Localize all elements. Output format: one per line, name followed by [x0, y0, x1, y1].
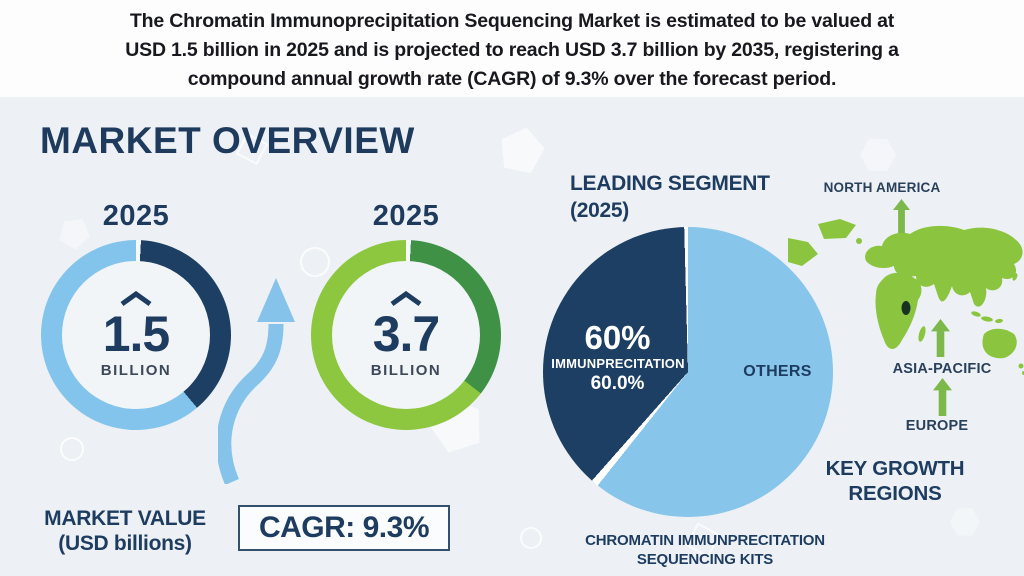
decor-circle-icon: [60, 437, 84, 461]
pie-slice2-label: OTHERS: [743, 363, 812, 380]
donut-left-year: 2025: [102, 200, 170, 232]
world-map: [788, 219, 1024, 375]
cagr-value: CAGR: 9.3%: [258, 511, 430, 544]
headline: The Chromatin Immunoprecipitation Sequen…: [0, 0, 1024, 97]
donut-chart-left: 1.5 BILLION: [41, 240, 231, 430]
decor-hexagon-icon: [950, 508, 980, 536]
donut-chart-right: 3.7 BILLION: [311, 240, 501, 430]
map-marker: [901, 301, 911, 315]
key-growth-line2: REGIONS: [848, 482, 942, 505]
donut-left-unit: BILLION: [100, 362, 172, 379]
leading-segment-title: LEADING SEGMENT: [570, 172, 770, 195]
donut-right-center: 3.7 BILLION: [332, 261, 480, 409]
region-label-north-america: NORTH AMERICA: [823, 180, 941, 195]
leading-segment-subtitle: (2025): [570, 199, 629, 222]
chevron-up-icon: [390, 291, 422, 307]
pie-caption-line2: SEQUENCING KITS: [636, 551, 774, 568]
donut-right-year: 2025: [372, 200, 440, 232]
decor-circle-icon: [520, 527, 542, 549]
pie-slice1-percent: 60%: [584, 319, 651, 356]
infographic-body: MARKET OVERVIEW 2025 1.5 BILLION 2025: [0, 97, 1024, 576]
page-title: MARKET OVERVIEW: [40, 120, 415, 161]
pie-caption: CHROMATIN IMMUNPRECITATION SEQUENCING KI…: [560, 531, 850, 569]
up-arrow-icon: [931, 319, 950, 357]
chevron-up-icon: [120, 291, 152, 307]
leading-segment-heading: LEADING SEGMENT (2025): [570, 170, 770, 224]
market-value-label: MARKET VALUE (USD billions): [40, 506, 210, 556]
donut-left-center: 1.5 BILLION: [62, 261, 210, 409]
cagr-badge: CAGR: 9.3%: [238, 505, 450, 551]
pie-chart-leading-segment: [543, 227, 833, 517]
donut-left-value: 1.5: [102, 306, 171, 362]
donut-right-value: 3.7: [372, 306, 441, 362]
market-value-line1: MARKET VALUE: [44, 507, 206, 530]
region-label-europe: EUROPE: [905, 418, 969, 434]
pie-caption-line1: CHROMATIN IMMUNPRECITATION: [585, 532, 825, 549]
key-growth-line1: KEY GROWTH: [825, 457, 965, 480]
growth-arrow-icon: [218, 278, 295, 484]
region-label-asia-pacific: ASIA-PACIFIC: [892, 361, 992, 377]
donut-right-unit: BILLION: [370, 362, 442, 379]
up-arrow-icon: [893, 199, 910, 233]
decor-pentagon-icon: [496, 123, 548, 175]
headline-line2: USD 1.5 billion in 2025 and is projected…: [125, 38, 899, 61]
pie-slice1-label: IMMUNPRECITATION: [551, 356, 685, 371]
key-growth-regions-label: KEY GROWTH REGIONS: [805, 456, 985, 506]
headline-line1: The Chromatin Immunoprecipitation Sequen…: [129, 9, 895, 32]
market-value-line2: (USD billions): [58, 532, 192, 555]
headline-line3: compound annual growth rate (CAGR) of 9.…: [187, 67, 837, 90]
up-arrow-icon: [933, 378, 952, 416]
decor-hexagon-icon: [860, 138, 896, 172]
pie-slice1-value: 60.0%: [590, 373, 645, 394]
